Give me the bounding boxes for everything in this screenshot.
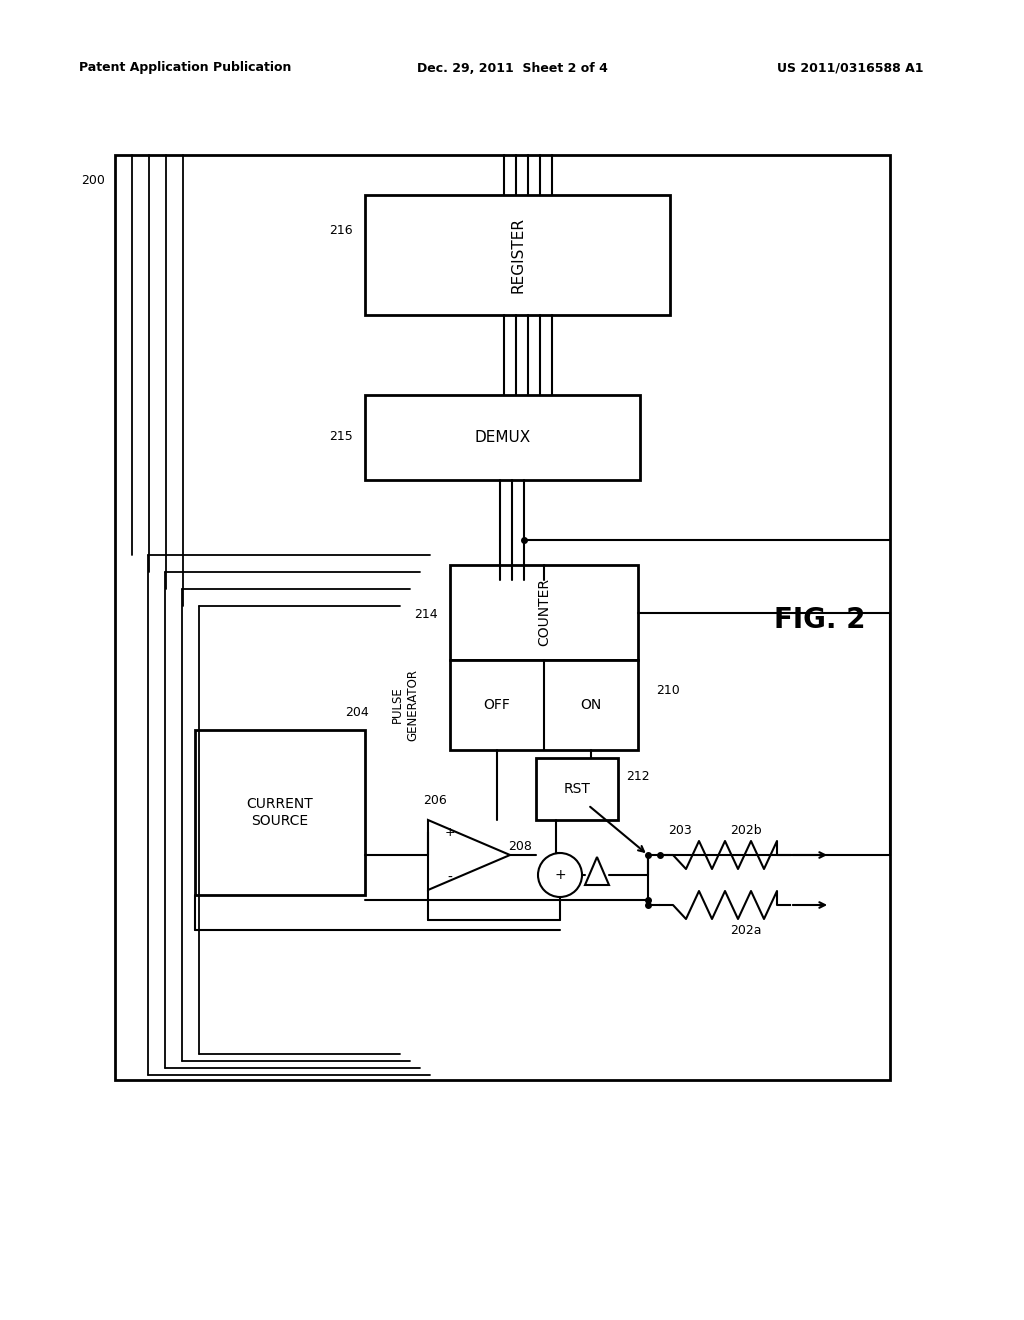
Text: 208: 208: [508, 841, 532, 854]
Text: 202a: 202a: [730, 924, 762, 936]
Text: 203: 203: [668, 824, 692, 837]
Text: PULSE
GENERATOR: PULSE GENERATOR: [391, 669, 419, 741]
Text: -: -: [447, 871, 453, 884]
Text: 215: 215: [330, 430, 353, 444]
Text: 204: 204: [345, 705, 369, 718]
Text: DEMUX: DEMUX: [474, 430, 530, 445]
Text: 210: 210: [656, 684, 680, 697]
Bar: [115, 154, 890, 1080]
Text: 200: 200: [81, 173, 105, 186]
Text: COUNTER: COUNTER: [537, 578, 551, 647]
Text: CURRENT
SOURCE: CURRENT SOURCE: [247, 797, 313, 828]
Bar: [365, 195, 670, 315]
Text: 202b: 202b: [730, 824, 762, 837]
Bar: [536, 758, 618, 820]
Text: OFF: OFF: [483, 698, 510, 711]
Text: ON: ON: [581, 698, 602, 711]
Bar: [365, 395, 640, 480]
Text: +: +: [444, 825, 456, 838]
Text: REGISTER: REGISTER: [510, 216, 525, 293]
Text: US 2011/0316588 A1: US 2011/0316588 A1: [777, 62, 924, 74]
Text: 212: 212: [626, 770, 649, 783]
Text: Patent Application Publication: Patent Application Publication: [79, 62, 291, 74]
Bar: [195, 730, 365, 895]
Bar: [450, 660, 638, 750]
Text: 206: 206: [423, 793, 446, 807]
Text: FIG. 2: FIG. 2: [774, 606, 865, 634]
Text: Dec. 29, 2011  Sheet 2 of 4: Dec. 29, 2011 Sheet 2 of 4: [417, 62, 607, 74]
Text: 216: 216: [330, 223, 353, 236]
Bar: [450, 565, 638, 660]
Text: 214: 214: [415, 609, 438, 622]
Text: +: +: [554, 869, 566, 882]
Text: RST: RST: [563, 781, 591, 796]
